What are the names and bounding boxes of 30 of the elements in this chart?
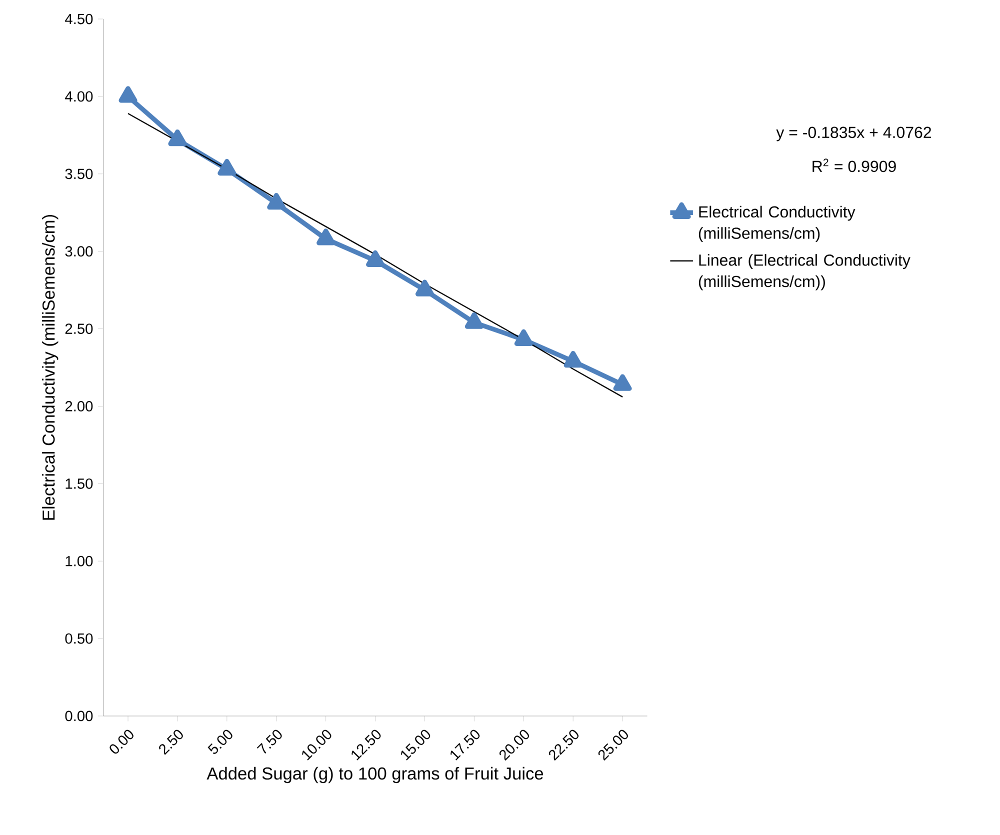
y-tick-label: 0.50 bbox=[65, 633, 93, 644]
point bbox=[267, 192, 286, 210]
text: R$^{2}$ = 0.9909 bbox=[812, 158, 896, 172]
point bbox=[118, 86, 138, 103]
legend-label: Electrical Conductivity (milliSemens/cm) bbox=[698, 206, 856, 242]
point bbox=[613, 374, 632, 391]
point bbox=[415, 280, 434, 296]
y-tick-label: 2.00 bbox=[65, 401, 93, 412]
x-tick-label: 5.00 bbox=[208, 730, 232, 754]
y-tick-label: 1.00 bbox=[66, 556, 93, 566]
point bbox=[316, 228, 336, 246]
x-tick-label: 7.50 bbox=[256, 730, 282, 754]
point bbox=[464, 312, 484, 329]
y-axis-title: Electrical Conductivity (milliSemens/cm) bbox=[42, 214, 58, 520]
point bbox=[366, 250, 385, 267]
y-tick-label: 1.50 bbox=[66, 478, 93, 489]
y-tick-label: 4.00 bbox=[65, 91, 93, 102]
text: y = -0.1835x + 4.0762 bbox=[776, 126, 932, 142]
point bbox=[218, 158, 236, 176]
x-axis-title: Added Sugar (g) to 100 grams of Fruit Juice bbox=[206, 766, 544, 784]
point bbox=[514, 329, 533, 346]
y-tick-label: 3.00 bbox=[65, 246, 93, 257]
x-tick-label: 0.00 bbox=[110, 730, 134, 754]
point bbox=[168, 129, 187, 146]
point bbox=[564, 350, 582, 368]
y-tick-label: 2.50 bbox=[65, 324, 93, 334]
y-tick-label: 0.00 bbox=[65, 710, 93, 722]
y-tick-label: 3.50 bbox=[65, 168, 93, 180]
legend-label: Linear (Electrical Conductivity (milliSemens/cm)) bbox=[698, 254, 910, 290]
y-tick-label: 4.50 bbox=[65, 14, 93, 24]
